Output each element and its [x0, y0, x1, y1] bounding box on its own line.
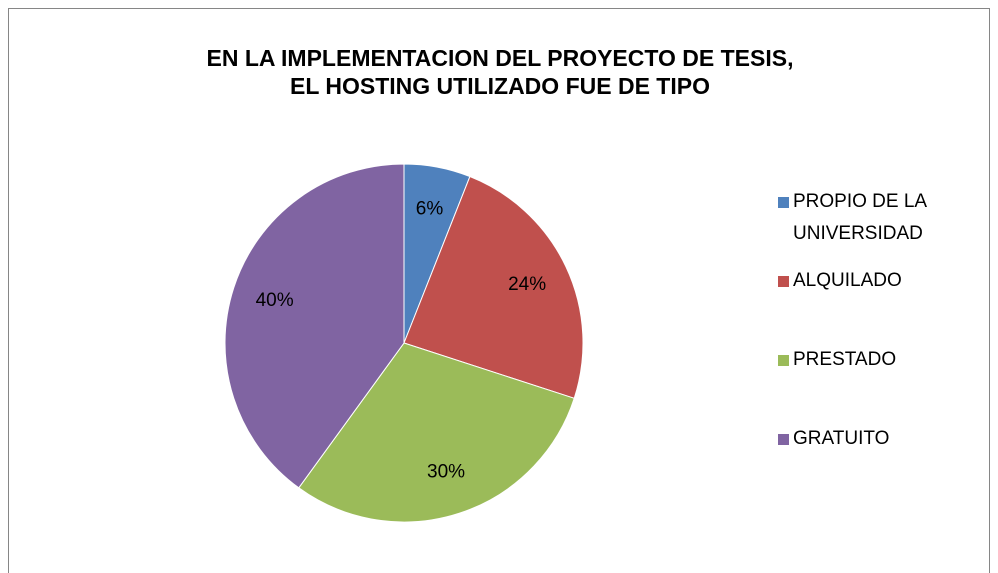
legend-label: PROPIO DE LA UNIVERSIDAD	[793, 191, 927, 244]
pie-slice	[298, 342, 575, 523]
legend-entry: GRATUITO	[778, 423, 963, 455]
legend-entry: ALQUILADO	[778, 265, 963, 297]
legend-label: GRATUITO	[793, 428, 890, 449]
legend-label: ALQUILADO	[793, 270, 902, 291]
legend-swatch	[778, 355, 789, 366]
data-label: 6%	[416, 198, 444, 219]
pie-slice	[403, 175, 584, 399]
legend-entry: PROPIO DE LA UNIVERSIDAD	[778, 186, 963, 250]
legend-swatch	[778, 197, 789, 208]
legend-entry: PRESTADO	[778, 344, 963, 376]
chart-title: EL HOSTING UTILIZADO FUE DE TIPO	[290, 73, 710, 99]
legend-swatch	[778, 276, 789, 287]
data-label: 30%	[427, 461, 465, 482]
chart-title: EN LA IMPLEMENTACION DEL PROYECTO DE TES…	[207, 45, 794, 71]
pie-slice	[224, 163, 405, 489]
legend-label: PRESTADO	[793, 349, 897, 370]
legend-swatch	[778, 434, 789, 445]
data-label: 40%	[256, 290, 294, 311]
data-label: 24%	[508, 274, 546, 295]
